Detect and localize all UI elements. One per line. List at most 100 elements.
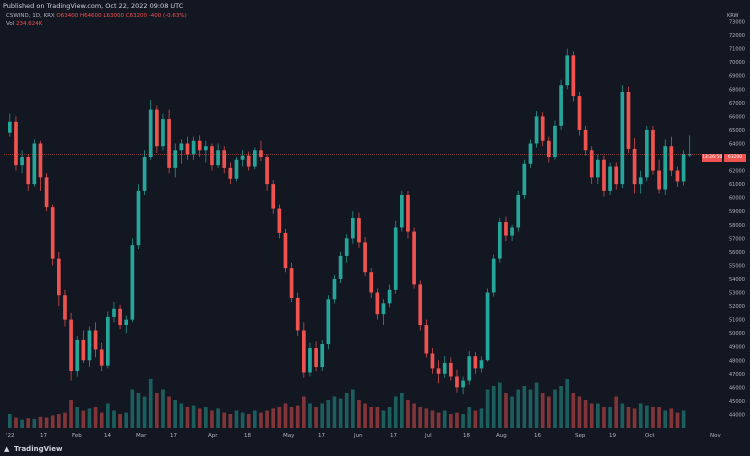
volume-bar [449,414,453,428]
volume-bar [583,400,588,428]
y-tick-label: 61000 [729,182,745,188]
candle-body [50,207,55,259]
candle-body [430,353,435,369]
y-tick-label: 66000 [729,114,745,120]
candle-body [491,258,496,293]
candle-body [534,116,539,144]
volume-bar [87,408,92,428]
x-tick-label: 19 [609,433,616,439]
candle-body [216,150,220,166]
volume-bar [283,403,288,428]
candle-body [75,339,80,372]
volume-bar [210,410,214,428]
volume-bar [308,403,312,428]
candle-body [32,143,37,185]
volume-bar [614,396,619,428]
candle-body [553,125,557,158]
volume-bar [136,393,141,428]
candle-body [485,292,490,361]
candle-body [253,150,257,167]
volume-bar [130,389,135,428]
candle-body [277,208,282,233]
candle-body [118,308,122,326]
candle-body [442,362,447,374]
y-tick-label: 59000 [729,209,745,215]
x-tick-label: Aug [496,433,507,439]
candle-body [204,146,208,151]
candle-body [179,143,184,151]
candle-body [657,170,661,190]
volume-bar [26,418,31,428]
volume-bar [228,414,233,428]
candle-body [26,157,31,185]
volume-bar [632,408,637,428]
candle-body [498,222,502,259]
volume-bar [106,403,110,428]
volume-bar [485,389,490,428]
volume-bar [185,407,190,428]
volume-bar [222,412,227,428]
candle-body [651,129,655,171]
volume-label: Vol [6,21,15,27]
candle-body [265,157,269,185]
volume-bar [234,410,239,428]
volume-bar [50,415,55,428]
volume-bar [20,419,24,428]
candle-body [675,170,680,182]
volume-bar [75,407,80,428]
volume-bar [540,393,545,428]
x-tick-label: Oct [645,433,655,439]
candle-body [234,159,239,179]
candle-body [669,146,674,171]
y-tick-label: 72000 [729,33,745,39]
candle-body [467,356,472,381]
volume-bar [204,407,208,428]
y-tick-label: 44000 [729,412,745,418]
candle-body [620,92,625,185]
volume-bar [326,400,331,428]
x-tick-label: 17 [390,433,397,439]
y-tick-label: 50000 [729,331,745,337]
volume-bar [381,410,386,428]
volume-bar [14,417,18,428]
volume-bar [418,407,423,428]
candle-body [614,166,619,185]
x-tick-label: 14 [104,433,111,439]
candle-body [14,121,18,166]
volume-bar [173,400,178,428]
candle-body [246,155,251,167]
candle-body [271,184,276,209]
y-tick-label: 62000 [729,169,745,175]
volume-bar [332,396,337,428]
candle-body [528,143,533,164]
y-tick-label: 71000 [729,47,745,53]
volume-bar [467,407,472,428]
candle-body [412,231,416,285]
candle-body [20,157,24,166]
volume-value: 234.624K [15,21,43,27]
candle-body [406,194,410,232]
volume-bar [148,379,153,428]
candle-body [577,96,582,130]
volume-bar [528,389,533,428]
y-tick-label: 54000 [729,277,745,283]
countdown-label: 13:26:50 [702,154,723,162]
candle-body [602,159,606,191]
volume-bar [240,412,245,428]
y-tick-label: 60000 [729,196,745,202]
volume-bar [277,407,282,428]
candle-body [93,330,98,350]
candle-body [130,245,135,320]
volume-bar [547,396,551,428]
volume-bar [338,398,343,428]
x-tick-label: Apr [208,433,218,439]
candle-body [375,292,380,315]
volume-bar [155,393,159,428]
volume-bar [112,410,116,428]
y-tick-label: 48000 [729,358,745,364]
candle-body [124,319,129,326]
volume-bar [265,410,269,428]
candle-body [308,348,312,373]
volume-bar [8,414,12,428]
